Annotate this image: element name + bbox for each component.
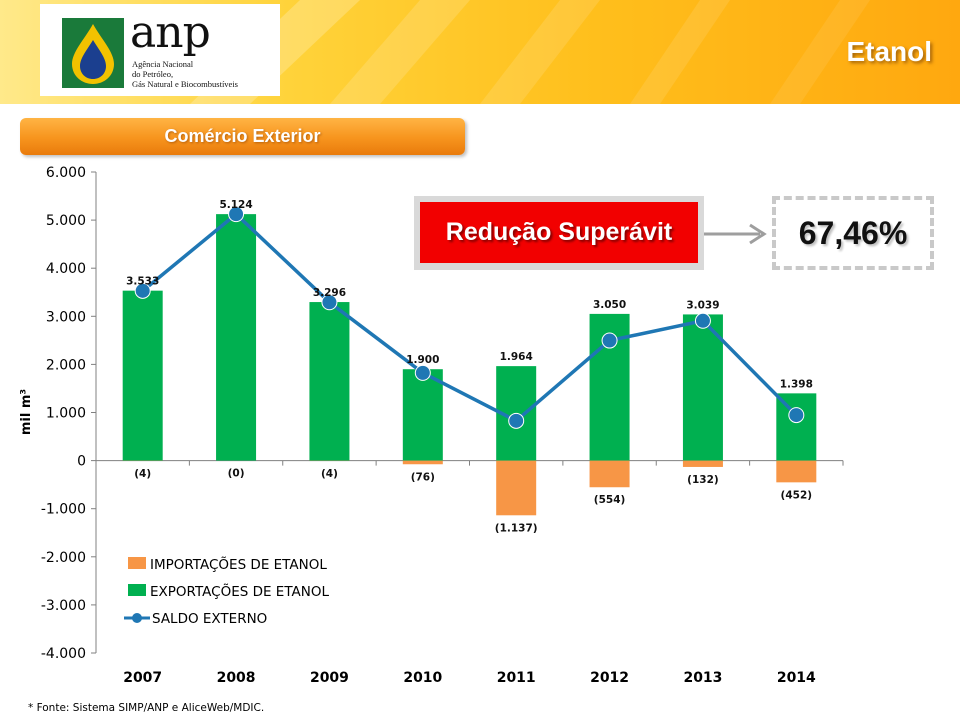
import-value-label: (1.137) <box>495 522 538 534</box>
import-value-label: (0) <box>228 468 245 480</box>
y-tick-label: 2.000 <box>46 357 86 373</box>
import-bar <box>776 460 817 483</box>
chart-data-labels: 3.533 5.124 3.296 1.900 1.964 3.050 3.039 1.398… <box>126 199 813 534</box>
logo-wordmark: anp <box>130 7 211 58</box>
x-category-label: 2008 <box>217 670 256 686</box>
y-tick-label: 4.000 <box>46 261 86 277</box>
saldo-point <box>321 294 338 311</box>
section-label-text: Comércio Exterior <box>164 126 321 146</box>
export-bar <box>216 214 257 461</box>
source-footnote: * Fonte: Sistema SIMP/ANP e AliceWeb/MDI… <box>28 702 265 714</box>
logo-subtitle: Agência Nacional do Petróleo, Gás Natura… <box>132 59 238 89</box>
callout-box: Redução Superávit <box>414 196 704 270</box>
x-category-label: 2012 <box>590 670 629 686</box>
legend-saldo-marker <box>132 613 142 623</box>
y-tick-label: 6.000 <box>46 165 86 181</box>
y-tick-label: -3.000 <box>41 598 86 614</box>
y-tick-label: 5.000 <box>46 213 86 229</box>
y-tick-label: -1.000 <box>41 502 86 518</box>
y-tick-label: -2.000 <box>41 550 86 566</box>
saldo-point <box>414 364 431 381</box>
import-value-label: (76) <box>411 471 435 483</box>
x-category-label: 2014 <box>777 670 816 686</box>
import-value-label: (554) <box>594 494 626 506</box>
import-value-label: (4) <box>134 468 151 480</box>
y-tick-label: -4.000 <box>41 646 86 662</box>
saldo-point <box>788 407 805 424</box>
import-value-label: (452) <box>781 489 813 501</box>
export-value-label: 3.039 <box>686 299 719 311</box>
export-value-label: 3.533 <box>126 276 159 288</box>
saldo-point <box>508 412 525 429</box>
legend-export-swatch <box>128 584 146 596</box>
x-category-label: 2011 <box>497 670 536 686</box>
anp-logo: anp Agência Nacional do Petróleo, Gás Na… <box>40 4 280 96</box>
legend-import-label: IMPORTAÇÕES DE ETANOL <box>150 556 327 573</box>
y-tick-label: 1.000 <box>46 406 86 422</box>
section-label: Comércio Exterior <box>20 118 465 155</box>
header-banner: anp Agência Nacional do Petróleo, Gás Na… <box>0 0 960 104</box>
legend-saldo-label: SALDO EXTERNO <box>152 611 267 627</box>
trade-chart: 6.000 5.000 4.000 3.000 2.000 1.000 0 -1.000 -2.… <box>19 165 844 686</box>
saldo-point <box>694 312 711 329</box>
x-category-label: 2009 <box>310 670 349 686</box>
slide-title: Etanol <box>846 36 932 67</box>
export-bar <box>122 290 163 461</box>
x-category-label: 2013 <box>683 670 722 686</box>
y-tick-label: 0 <box>77 454 86 470</box>
logo-subtitle-line: Gás Natural e Biocombustíveis <box>132 79 238 89</box>
export-bar <box>309 302 350 461</box>
export-value-label: 3.296 <box>313 287 346 299</box>
saldo-line <box>141 211 798 423</box>
callout-value: 67,46% <box>798 214 908 251</box>
export-bar <box>402 369 443 461</box>
import-bar <box>496 460 537 516</box>
legend-export-label: EXPORTAÇÕES DE ETANOL <box>150 583 329 600</box>
y-axis-label: mil m³ <box>19 389 34 435</box>
x-category-label: 2007 <box>123 670 162 686</box>
import-bar <box>589 460 630 488</box>
callout-value-box: 67,46% <box>772 196 934 270</box>
callout-label: Redução Superávit <box>445 218 673 246</box>
import-value-label: (132) <box>687 474 719 486</box>
export-value-label: 1.900 <box>406 354 439 366</box>
export-value-label: 1.398 <box>780 378 813 390</box>
legend-import-swatch <box>128 557 146 569</box>
saldo-point <box>228 206 245 223</box>
chart-line <box>134 206 805 429</box>
x-category-label: 2010 <box>403 670 442 686</box>
saldo-point <box>601 332 618 349</box>
export-value-label: 5.124 <box>219 199 252 211</box>
callout-label-box: Redução Superávit <box>420 202 698 263</box>
export-value-label: 1.964 <box>500 351 533 363</box>
import-value-label: (4) <box>321 468 338 480</box>
export-value-label: 3.050 <box>593 299 626 311</box>
saldo-point <box>134 282 151 299</box>
import-bar <box>682 460 723 467</box>
import-bar <box>402 460 443 465</box>
y-tick-label: 3.000 <box>46 309 86 325</box>
arrow-right-icon <box>704 223 767 245</box>
logo-subtitle-line: do Petróleo, <box>132 69 174 79</box>
chart-legend: IMPORTAÇÕES DE ETANOL EXPORTAÇÕES DE ETAN… <box>124 556 329 627</box>
logo-subtitle-line: Agência Nacional <box>132 59 194 69</box>
export-bar <box>776 393 817 461</box>
anp-drop-icon <box>62 18 124 88</box>
export-bar <box>682 314 723 461</box>
